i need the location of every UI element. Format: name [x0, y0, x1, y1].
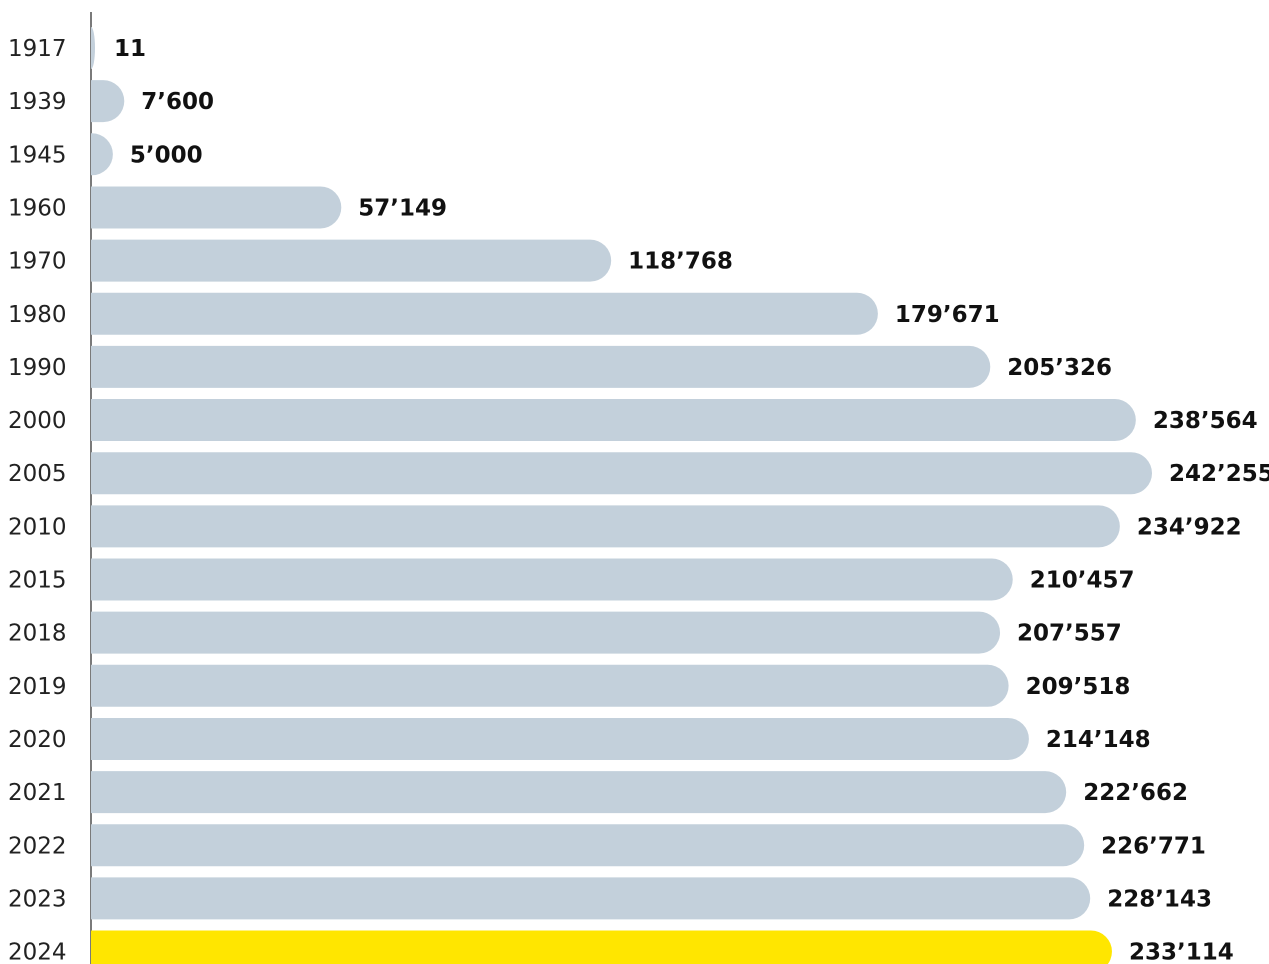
bar-1939 [91, 80, 125, 123]
value-label-2020: 214’148 [1046, 727, 1151, 753]
value-label-2019: 209’518 [1026, 674, 1131, 700]
year-label-2015: 2015 [8, 568, 67, 594]
bars-group [91, 27, 1152, 964]
value-label-2021: 222’662 [1083, 780, 1188, 806]
bar-1980 [91, 292, 878, 335]
bar-2005 [91, 452, 1152, 495]
bar-1970 [91, 239, 612, 282]
value-label-2024: 233’114 [1129, 940, 1234, 964]
value-label-1939: 7’600 [141, 89, 214, 115]
value-label-1960: 57’149 [358, 195, 447, 221]
year-labels-group: 1917 1939 1945 1960 1970 1980 1990 2000 2005 2010… [8, 36, 67, 964]
bar-1917 [91, 27, 95, 69]
value-label-2005: 242’255 [1169, 461, 1269, 487]
bar-1960 [91, 186, 342, 229]
year-label-1980: 1980 [8, 302, 67, 328]
year-label-1939: 1939 [8, 89, 67, 115]
bar-2019 [91, 664, 1009, 707]
year-label-2010: 2010 [8, 514, 67, 540]
year-label-1917: 1917 [8, 36, 67, 62]
value-label-1980: 179’671 [895, 302, 1000, 328]
bar-2020 [91, 717, 1029, 760]
year-label-2021: 2021 [8, 780, 67, 806]
value-labels-group: 11 7’600 5’000 57’149 118’768 179’671 205’326 2… [114, 36, 1269, 964]
bar-2021 [91, 771, 1067, 814]
year-label-1970: 1970 [8, 249, 67, 275]
value-label-2000: 238’564 [1153, 408, 1258, 434]
year-label-2024: 2024 [8, 940, 67, 964]
bar-1945 [91, 133, 113, 176]
value-label-1917: 11 [114, 36, 146, 62]
year-label-2019: 2019 [8, 674, 67, 700]
year-label-2022: 2022 [8, 833, 67, 859]
year-label-1960: 1960 [8, 195, 67, 221]
bar-1990 [91, 345, 991, 388]
bar-2023 [91, 877, 1091, 920]
value-label-2018: 207’557 [1017, 621, 1122, 647]
value-label-2023: 228’143 [1107, 886, 1212, 912]
year-label-2018: 2018 [8, 621, 67, 647]
bar-2010 [91, 505, 1120, 548]
value-label-1990: 205’326 [1007, 355, 1112, 381]
year-label-2020: 2020 [8, 727, 67, 753]
year-label-2023: 2023 [8, 886, 67, 912]
year-label-1945: 1945 [8, 142, 67, 168]
value-label-2015: 210’457 [1030, 568, 1135, 594]
value-label-1970: 118’768 [628, 249, 733, 275]
bar-2015 [91, 558, 1013, 601]
value-label-2010: 234’922 [1137, 514, 1242, 540]
bar-2000 [91, 399, 1136, 442]
value-label-1945: 5’000 [130, 142, 203, 168]
bar-2018 [91, 611, 1001, 654]
value-label-2022: 226’771 [1101, 833, 1206, 859]
year-label-2005: 2005 [8, 461, 67, 487]
bar-2024 [91, 930, 1112, 964]
year-label-1990: 1990 [8, 355, 67, 381]
bar-2022 [91, 824, 1085, 867]
year-label-2000: 2000 [8, 408, 67, 434]
